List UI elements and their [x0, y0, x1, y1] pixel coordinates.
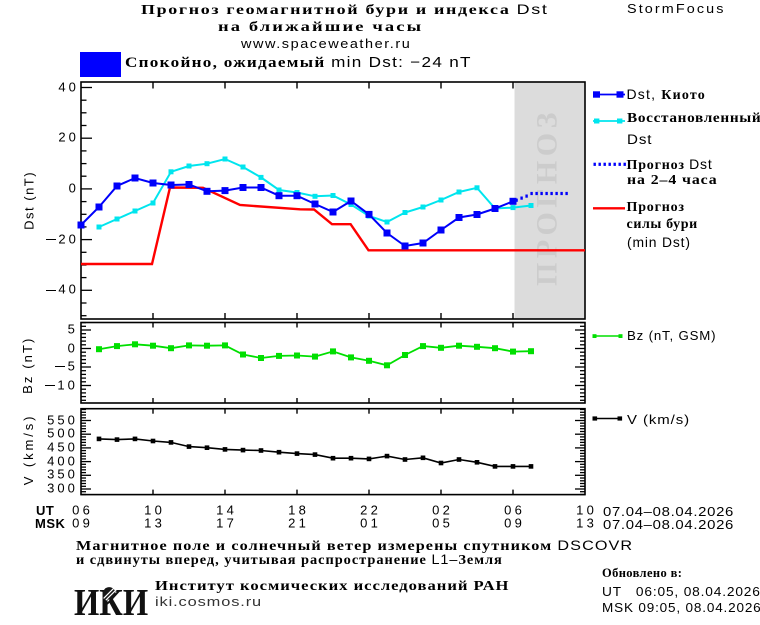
svg-text:V (km/s): V (km/s)	[21, 414, 36, 486]
svg-text:Bz (nT): Bz (nT)	[20, 337, 35, 394]
svg-text:ПРОГНОЗ: ПРОГНОЗ	[531, 108, 564, 286]
svg-text:Dst (nT): Dst (nT)	[22, 171, 37, 230]
